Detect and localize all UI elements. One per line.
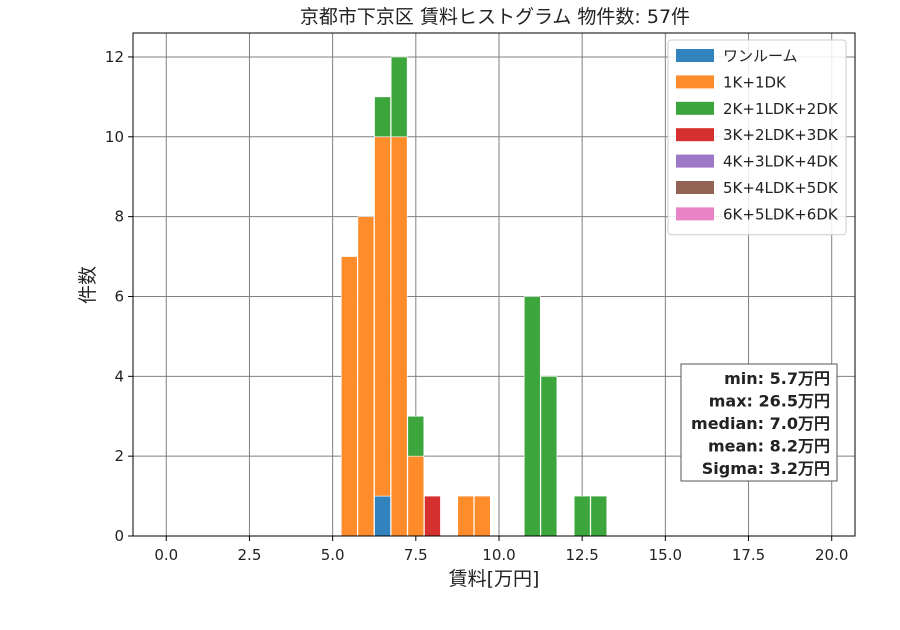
legend-label: ワンルーム bbox=[723, 47, 798, 65]
y-tick-label: 2 bbox=[114, 447, 124, 465]
x-tick-label: 17.5 bbox=[732, 546, 765, 564]
bar-series-1-bin-5 bbox=[457, 495, 475, 537]
x-tick-label: 15.0 bbox=[649, 546, 682, 564]
stats-line: mean: 8.2万円 bbox=[708, 437, 830, 456]
bar-series-1-bin-0 bbox=[340, 256, 358, 537]
bar-series-2-bin-5 bbox=[573, 495, 591, 537]
y-tick-label: 12 bbox=[105, 48, 124, 66]
legend-swatch bbox=[676, 101, 714, 115]
legend-swatch bbox=[676, 75, 714, 89]
bar-series-2-bin-3 bbox=[523, 296, 541, 537]
y-axis-ticks: 0 2 4 6 8 10 12 bbox=[105, 48, 133, 545]
x-tick-label: 7.5 bbox=[404, 546, 428, 564]
x-axis-ticks: 0.0 2.5 5.0 7.5 10.0 12.5 15.0 17.5 20.0 bbox=[154, 536, 848, 564]
legend-label: 4K+3LDK+4DK bbox=[723, 153, 839, 171]
x-tick-label: 2.5 bbox=[238, 546, 262, 564]
x-axis-label: 賃料[万円] bbox=[449, 568, 540, 590]
x-tick-label: 20.0 bbox=[815, 546, 848, 564]
x-tick-label: 5.0 bbox=[321, 546, 345, 564]
bar-series-1-bin-3 bbox=[390, 136, 408, 537]
stats-line: max: 26.5万円 bbox=[709, 392, 830, 411]
plot-area bbox=[132, 32, 856, 537]
legend-label: 5K+4LDK+5DK bbox=[723, 179, 839, 197]
bar-series-1-bin-6 bbox=[474, 495, 491, 537]
stats-box: min: 5.7万円 max: 26.5万円 median: 7.0万円 mean: … bbox=[680, 363, 838, 482]
legend-swatch bbox=[676, 207, 714, 221]
legend: ワンルーム 1K+1DK 2K+1LDK+2DK 3K+2LDK+3DK 4K+3LDK… bbox=[667, 39, 847, 236]
bar-series-2-bin-4 bbox=[540, 376, 558, 537]
y-axis-label: 件数 bbox=[77, 266, 99, 304]
stats-line: Sigma: 3.2万円 bbox=[702, 459, 830, 478]
legend-swatch bbox=[676, 49, 714, 62]
bar-series-1-bin-1 bbox=[357, 216, 375, 537]
bar-series-2-bin-0 bbox=[374, 96, 391, 138]
x-tick-label: 10.0 bbox=[482, 546, 515, 564]
bar-series-1-bin-2 bbox=[374, 136, 391, 497]
legend-label: 6K+5LDK+6DK bbox=[723, 205, 839, 223]
bar-series-2-bin-2 bbox=[407, 415, 425, 457]
legend-swatch bbox=[676, 181, 714, 194]
stats-frame bbox=[680, 363, 838, 482]
legend-label: 2K+1LDK+2DK bbox=[723, 100, 839, 118]
chart-title: 京都市下京区 賃料ヒストグラム 物件数: 57件 bbox=[300, 6, 690, 28]
stats-line: min: 5.7万円 bbox=[724, 369, 830, 388]
y-tick-label: 0 bbox=[114, 527, 124, 545]
histogram-bars bbox=[340, 56, 608, 537]
legend-swatch bbox=[676, 128, 714, 142]
stats-line: median: 7.0万円 bbox=[691, 414, 830, 433]
bar-series-2-bin-6 bbox=[590, 495, 608, 537]
y-tick-label: 8 bbox=[114, 208, 124, 226]
y-tick-label: 6 bbox=[114, 287, 124, 305]
legend-swatch bbox=[676, 154, 714, 168]
x-tick-label: 12.5 bbox=[565, 546, 598, 564]
y-tick-label: 4 bbox=[114, 367, 124, 385]
legend-label: 3K+2LDK+3DK bbox=[723, 126, 839, 144]
bar-series-0-bin-0 bbox=[374, 495, 391, 537]
legend-label: 1K+1DK bbox=[723, 73, 787, 91]
bar-series-2-bin-1 bbox=[390, 56, 408, 138]
bar-series-1-bin-4 bbox=[407, 455, 425, 537]
bar-series-3-bin-0 bbox=[424, 495, 441, 537]
y-tick-label: 10 bbox=[105, 128, 124, 146]
x-tick-label: 0.0 bbox=[154, 546, 178, 564]
